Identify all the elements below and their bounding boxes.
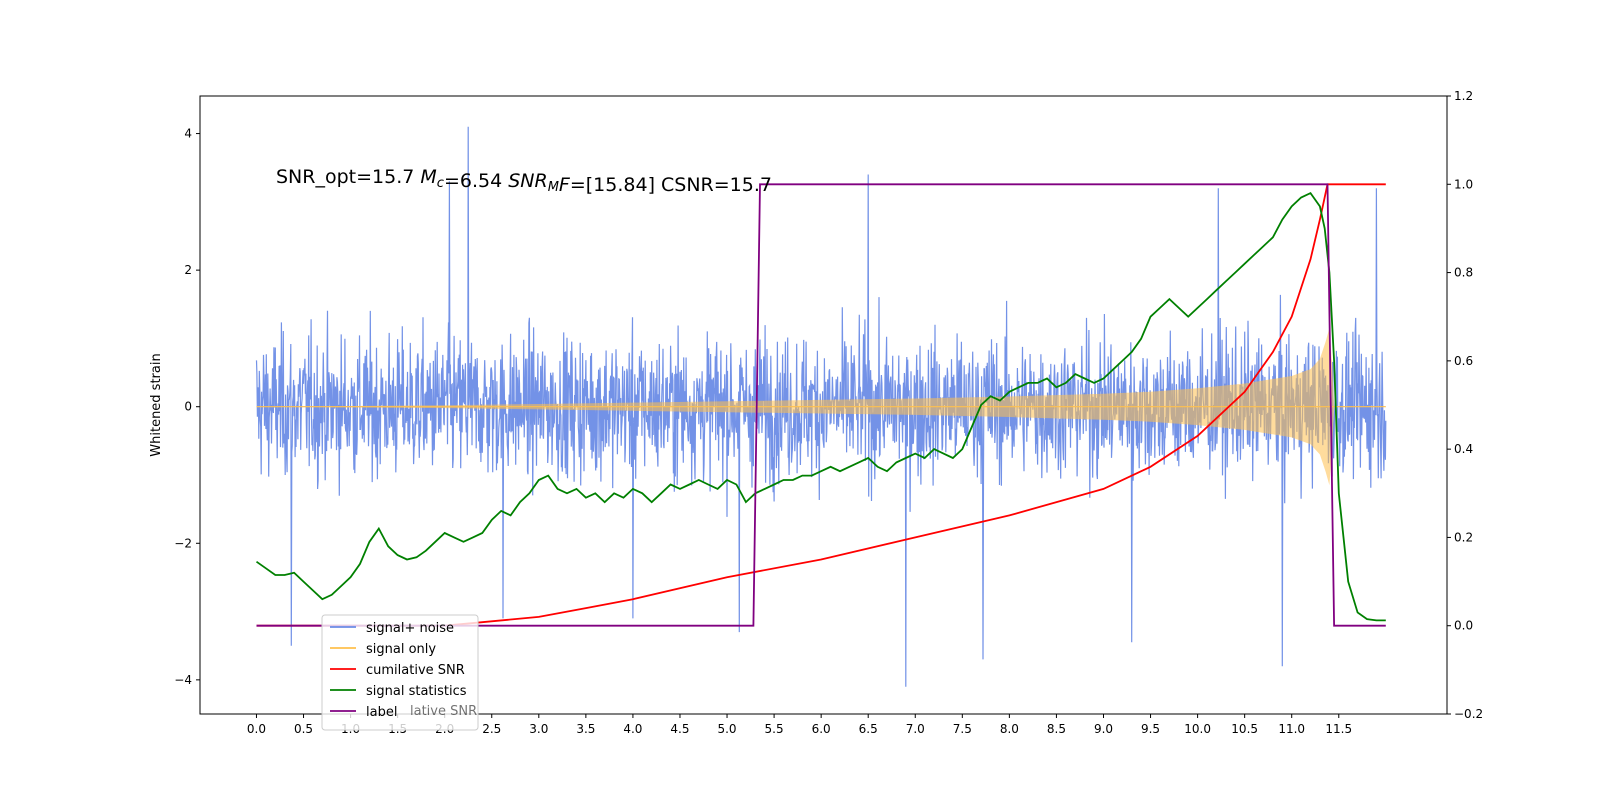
signal-statistics-line [255, 191, 1386, 622]
label-line [256, 183, 1386, 627]
y-tick-label: 2 [184, 263, 192, 277]
annotation-part: =6.54 [444, 170, 508, 192]
y-tick-label: −2 [174, 536, 192, 550]
annotation-part: SNR [508, 170, 547, 192]
x-tick-label: 4.0 [623, 722, 642, 736]
y-axis-right: −0.2 0.0 0.2 0.4 0.6 0.8 1.0 1.2 [1447, 89, 1483, 721]
x-tick-label: 8.5 [1047, 722, 1066, 736]
cumulative-snr-line [256, 183, 1386, 627]
legend-label: signal+ noise [366, 621, 454, 636]
x-tick-label: 3.0 [529, 722, 548, 736]
x-tick-label: 11.5 [1325, 722, 1352, 736]
x-tick-label: 5.5 [765, 722, 784, 736]
plot-area [255, 126, 1387, 687]
annotation-part: M [548, 180, 559, 195]
legend-label: cumilative SNR [366, 663, 465, 678]
snr-annotation: SNR_opt=15.7 Mc=6.54 SNRMF=[15.84] CSNR=… [276, 166, 772, 196]
x-tick-label: 9.0 [1094, 722, 1113, 736]
annotation-part: M [420, 166, 436, 188]
x-tick-label: 3.5 [576, 722, 595, 736]
legend-label: signal only [366, 642, 436, 657]
annotation-part: F [559, 174, 571, 196]
y-tick-label: −4 [174, 673, 192, 687]
annotation-part: SNR_opt=15.7 [276, 166, 420, 188]
y-axis-label: Whitened strain [149, 353, 164, 456]
legend-label: label [366, 705, 397, 720]
annotation-part: c [437, 176, 444, 191]
x-tick-label: 6.0 [812, 722, 831, 736]
annotation-part: =[15.84] CSNR=15.7 [570, 174, 772, 196]
legend-box [321, 614, 479, 731]
x-tick-label: 10.5 [1231, 722, 1258, 736]
x-tick-label: 7.5 [953, 722, 972, 736]
x-tick-label: 0.0 [247, 722, 266, 736]
y2-tick-label: 0.6 [1454, 354, 1473, 368]
legend: lative SNR signal+ noise signal only cumila… [321, 614, 479, 731]
y-axis-left: −4 −2 0 2 4 [174, 127, 200, 687]
x-tick-label: 11.0 [1278, 722, 1305, 736]
x-tick-label: 7.0 [906, 722, 925, 736]
y2-tick-label: 0.4 [1454, 442, 1473, 456]
y-tick-label: 0 [184, 400, 192, 414]
x-tick-label: 4.5 [670, 722, 689, 736]
y2-tick-label: 0.0 [1454, 619, 1473, 633]
x-tick-label: 2.5 [482, 722, 501, 736]
y2-tick-label: 0.2 [1454, 530, 1473, 544]
x-tick-label: 6.5 [859, 722, 878, 736]
x-tick-label: 10.0 [1184, 722, 1211, 736]
x-tick-label: 0.5 [294, 722, 313, 736]
y-tick-label: 4 [184, 127, 192, 141]
x-tick-label: 8.0 [1000, 722, 1019, 736]
plot-frame [199, 95, 1448, 715]
x-tick-label: 5.0 [717, 722, 736, 736]
legend-label: signal statistics [366, 684, 467, 699]
x-axis: 0.00.51.01.52.02.53.03.54.04.55.05.56.06… [247, 714, 1352, 736]
y2-tick-label: 0.8 [1454, 266, 1473, 280]
y2-tick-label: 1.0 [1454, 177, 1473, 191]
y2-tick-label: −0.2 [1454, 707, 1483, 721]
x-tick-label: 9.5 [1141, 722, 1160, 736]
y2-tick-label: 1.2 [1454, 89, 1473, 103]
legend-ghost-text: lative SNR [410, 704, 477, 719]
